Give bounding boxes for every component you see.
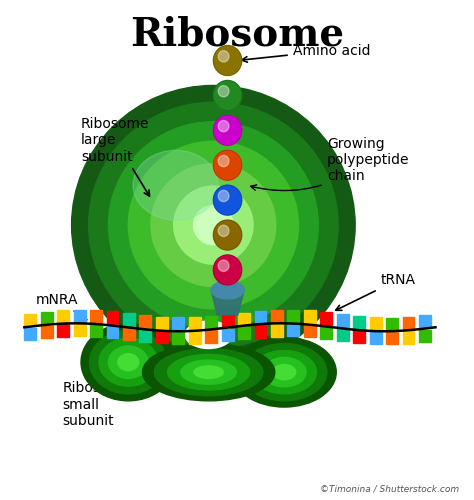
Polygon shape — [211, 290, 244, 315]
FancyBboxPatch shape — [402, 331, 414, 344]
Circle shape — [218, 225, 229, 236]
FancyBboxPatch shape — [205, 330, 217, 343]
Text: Growing
polypeptide
chain: Growing polypeptide chain — [251, 137, 409, 190]
FancyBboxPatch shape — [353, 330, 365, 342]
FancyBboxPatch shape — [90, 310, 102, 322]
FancyBboxPatch shape — [320, 312, 332, 325]
Ellipse shape — [81, 324, 175, 401]
FancyBboxPatch shape — [402, 317, 414, 330]
FancyBboxPatch shape — [41, 326, 53, 338]
FancyBboxPatch shape — [419, 316, 431, 328]
Text: Amino acid: Amino acid — [242, 44, 370, 62]
FancyBboxPatch shape — [320, 326, 332, 339]
FancyBboxPatch shape — [386, 318, 398, 330]
Circle shape — [213, 80, 242, 110]
FancyBboxPatch shape — [123, 313, 135, 326]
FancyBboxPatch shape — [255, 311, 266, 324]
Ellipse shape — [193, 206, 233, 244]
FancyBboxPatch shape — [90, 324, 102, 336]
FancyBboxPatch shape — [238, 312, 250, 326]
Circle shape — [213, 220, 242, 250]
Ellipse shape — [181, 360, 237, 384]
Circle shape — [218, 156, 229, 166]
Ellipse shape — [242, 344, 327, 401]
Ellipse shape — [72, 86, 355, 364]
Circle shape — [213, 255, 242, 285]
Text: mNRA: mNRA — [36, 293, 87, 320]
Ellipse shape — [99, 338, 157, 386]
Ellipse shape — [155, 348, 263, 396]
Ellipse shape — [133, 150, 218, 220]
Ellipse shape — [232, 338, 336, 407]
FancyBboxPatch shape — [73, 310, 85, 322]
Circle shape — [218, 120, 229, 132]
Text: Ribosome
large
subunit: Ribosome large subunit — [81, 117, 149, 196]
Ellipse shape — [90, 330, 167, 394]
Ellipse shape — [263, 358, 306, 387]
Ellipse shape — [168, 354, 250, 390]
FancyBboxPatch shape — [24, 314, 36, 326]
FancyBboxPatch shape — [189, 332, 201, 344]
Circle shape — [218, 86, 229, 97]
Text: Ribosome
small
subunit: Ribosome small subunit — [62, 368, 139, 428]
Ellipse shape — [109, 122, 318, 328]
Ellipse shape — [252, 350, 317, 394]
FancyBboxPatch shape — [386, 332, 398, 344]
FancyBboxPatch shape — [173, 318, 184, 330]
Text: ©Timonina / Shutterstock.com: ©Timonina / Shutterstock.com — [320, 484, 459, 494]
FancyBboxPatch shape — [41, 312, 53, 324]
Ellipse shape — [151, 164, 276, 286]
Ellipse shape — [143, 344, 275, 401]
FancyBboxPatch shape — [107, 325, 118, 338]
Circle shape — [213, 116, 242, 146]
Ellipse shape — [173, 186, 253, 264]
FancyBboxPatch shape — [222, 314, 234, 328]
FancyBboxPatch shape — [73, 324, 85, 336]
FancyBboxPatch shape — [156, 316, 168, 330]
Ellipse shape — [109, 346, 148, 378]
FancyBboxPatch shape — [370, 331, 382, 344]
FancyBboxPatch shape — [205, 316, 217, 329]
FancyBboxPatch shape — [57, 310, 69, 323]
Ellipse shape — [273, 364, 296, 380]
FancyBboxPatch shape — [304, 310, 316, 323]
FancyBboxPatch shape — [337, 328, 349, 341]
Circle shape — [218, 260, 229, 272]
FancyBboxPatch shape — [173, 332, 184, 344]
Ellipse shape — [185, 321, 232, 348]
FancyBboxPatch shape — [57, 324, 69, 337]
FancyBboxPatch shape — [255, 325, 266, 338]
FancyBboxPatch shape — [238, 326, 250, 340]
FancyBboxPatch shape — [156, 330, 168, 344]
FancyBboxPatch shape — [123, 327, 135, 340]
Text: Ribosome: Ribosome — [130, 16, 344, 54]
FancyBboxPatch shape — [287, 310, 299, 322]
Ellipse shape — [128, 142, 299, 309]
Circle shape — [213, 46, 242, 76]
Circle shape — [218, 50, 229, 62]
Ellipse shape — [89, 102, 338, 348]
FancyBboxPatch shape — [139, 329, 151, 342]
Ellipse shape — [211, 281, 244, 299]
FancyBboxPatch shape — [353, 316, 365, 328]
FancyBboxPatch shape — [271, 324, 283, 336]
Ellipse shape — [194, 366, 223, 378]
FancyBboxPatch shape — [337, 314, 349, 327]
FancyBboxPatch shape — [271, 310, 283, 322]
FancyBboxPatch shape — [304, 324, 316, 337]
FancyBboxPatch shape — [107, 311, 118, 324]
Circle shape — [218, 190, 229, 202]
FancyBboxPatch shape — [222, 328, 234, 342]
Circle shape — [213, 185, 242, 215]
FancyBboxPatch shape — [189, 318, 201, 330]
FancyBboxPatch shape — [24, 328, 36, 340]
FancyBboxPatch shape — [419, 330, 431, 342]
Text: tRNA: tRNA — [336, 273, 415, 310]
Circle shape — [213, 150, 242, 180]
Ellipse shape — [118, 354, 139, 370]
FancyBboxPatch shape — [139, 315, 151, 328]
FancyBboxPatch shape — [370, 317, 382, 330]
FancyBboxPatch shape — [287, 324, 299, 336]
